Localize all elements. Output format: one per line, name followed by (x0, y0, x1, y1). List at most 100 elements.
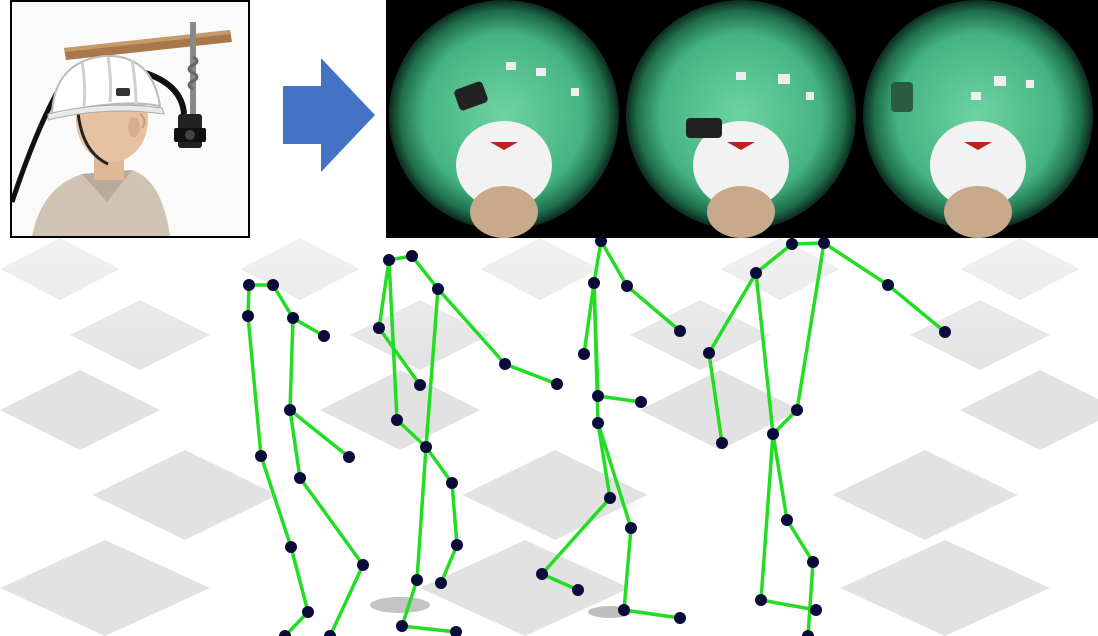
fisheye-frames-image (386, 0, 1098, 238)
skeleton-joint (674, 612, 686, 624)
skeleton-joint (674, 325, 686, 337)
flow-arrow-icon (283, 58, 375, 172)
skeleton-joint (618, 604, 630, 616)
skeleton-bone (377, 258, 391, 330)
skeleton-bone (424, 287, 440, 449)
skeleton-bone (625, 284, 682, 333)
skeleton-joint (373, 322, 385, 334)
skeleton-bone (754, 242, 794, 275)
skeleton-bone (707, 271, 758, 355)
skeleton-joint (285, 541, 297, 553)
skeleton-joint (595, 235, 607, 247)
skeleton-joint (578, 348, 590, 360)
skeleton-bone (592, 239, 603, 285)
skeleton-joint (435, 577, 447, 589)
skeleton-joint (242, 310, 254, 322)
skeleton-bone (450, 481, 459, 547)
skeleton-bone (288, 408, 302, 480)
skeleton-joint (625, 522, 637, 534)
skeleton-bone (377, 326, 422, 387)
skeleton-joint (592, 417, 604, 429)
skeleton-joint (396, 620, 408, 632)
helmet-camera-icon (12, 2, 248, 236)
skeleton-joint (750, 267, 762, 279)
skeleton-bone (599, 239, 629, 288)
skeleton-joints (242, 235, 951, 636)
fisheye-frames-strip (386, 0, 1098, 238)
skeleton-joint (324, 630, 336, 636)
skeleton-joint (604, 492, 616, 504)
skeleton-bone (415, 445, 428, 582)
skeleton-joint (343, 451, 355, 463)
skeleton-joint (450, 626, 462, 636)
skeleton-joint (791, 404, 803, 416)
skeleton-bone (795, 241, 826, 412)
skeleton-bone (886, 283, 947, 334)
skeleton-joint (420, 441, 432, 453)
skeleton-bone (754, 271, 775, 436)
skeleton-joint (621, 280, 633, 292)
skeleton-joint (451, 539, 463, 551)
skeleton-bone (271, 283, 295, 320)
skeleton-bone (328, 563, 365, 636)
skeleton-bone (622, 526, 633, 612)
skeleton-bones (246, 239, 947, 636)
skeleton-joint (243, 279, 255, 291)
floor-haze (0, 238, 1098, 636)
skeleton-bone (400, 578, 419, 628)
skeleton-joint (414, 379, 426, 391)
skeleton-joint (406, 250, 418, 262)
skeleton-joint (318, 330, 330, 342)
skeleton-joint (810, 604, 822, 616)
skeleton-joint (818, 237, 830, 249)
skeleton-joint (716, 437, 728, 449)
skeleton-joint (279, 630, 291, 636)
skeleton-bone (246, 314, 263, 458)
fisheye-frame-3 (863, 0, 1093, 238)
skeleton-joint (446, 477, 458, 489)
skeleton-joint (767, 428, 779, 440)
skeleton-bone (424, 445, 454, 485)
skeleton-bone (289, 545, 310, 614)
skeleton-joint (383, 254, 395, 266)
skeleton-bone (540, 572, 580, 592)
skeleton-bone (596, 421, 633, 530)
skeleton-bone (759, 432, 775, 602)
skeleton-joint (588, 277, 600, 289)
skeleton-bone (622, 608, 682, 620)
skeleton-joint (882, 279, 894, 291)
skeleton-bone (582, 281, 596, 356)
skeleton-joint (357, 559, 369, 571)
skeleton-joint (536, 568, 548, 580)
skeleton-joint (635, 396, 647, 408)
skeleton-bone (395, 418, 428, 449)
skeleton-bone (503, 362, 559, 386)
skeleton-bone (596, 421, 612, 500)
skeleton-joint (432, 283, 444, 295)
skeleton-joint (302, 606, 314, 618)
skeleton-joint (802, 630, 814, 636)
skeleton-joint (755, 594, 767, 606)
skeleton-joint (284, 404, 296, 416)
skeleton-joint (786, 238, 798, 250)
skeleton-joint (781, 514, 793, 526)
skeleton-bone (540, 496, 612, 576)
skeleton-joint (572, 584, 584, 596)
skeleton-bone (288, 316, 295, 412)
skeleton-joint (592, 390, 604, 402)
skeleton-bone (288, 408, 351, 459)
skeleton-bone (806, 560, 815, 636)
fisheye-frame-1 (389, 0, 619, 238)
skeleton-bone (759, 598, 818, 612)
skeleton-bone (436, 287, 507, 366)
skeleton-joint (807, 556, 819, 568)
skeleton-bone (439, 543, 459, 585)
skeleton-joint (703, 347, 715, 359)
skeleton-joint (551, 378, 563, 390)
skeleton-bone (707, 351, 724, 445)
shadow-mark (370, 597, 430, 613)
skeleton-joint (939, 326, 951, 338)
skeleton-bone (387, 258, 399, 422)
